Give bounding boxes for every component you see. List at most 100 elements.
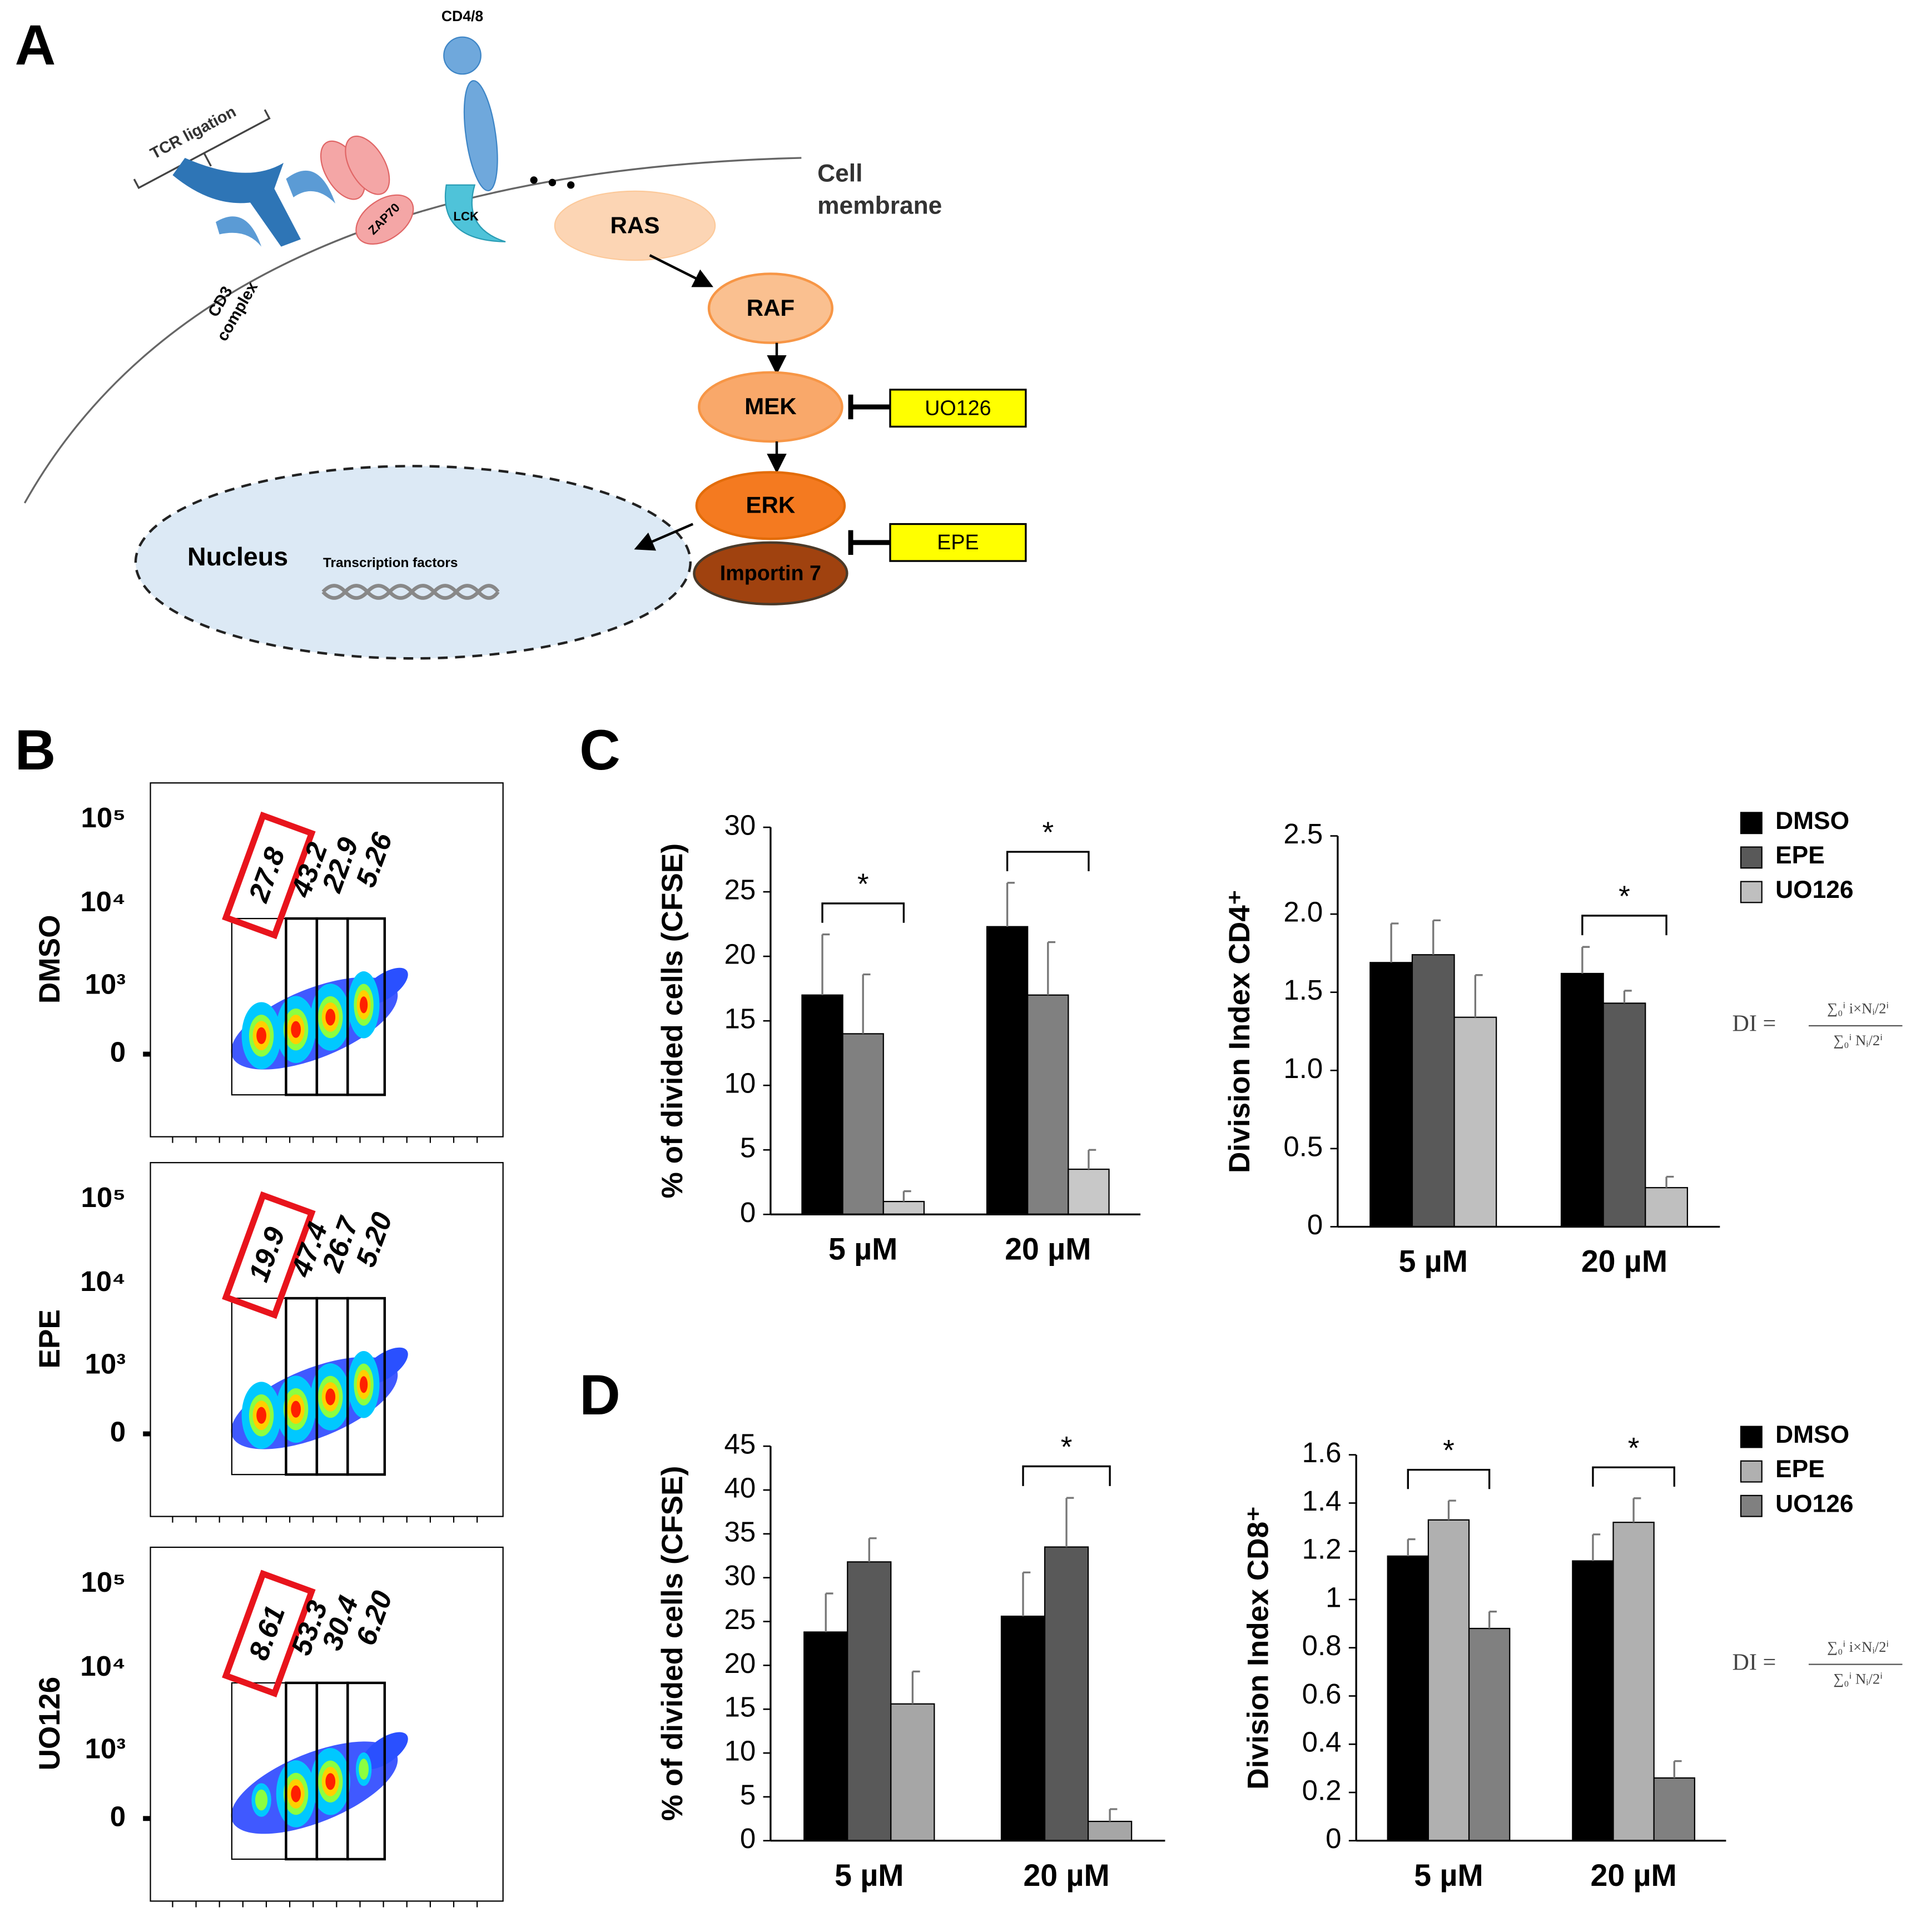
highlight-box <box>222 1570 316 1697</box>
cd3 <box>286 170 336 204</box>
error-bar <box>1447 1499 1456 1520</box>
gate <box>346 1681 386 1861</box>
bar <box>1387 1555 1429 1841</box>
zap70 <box>345 135 390 195</box>
y-tick-label: 0 <box>740 1822 756 1854</box>
y-axis-label: % of divided cells (CFSE) <box>656 1466 689 1821</box>
y-tick-label: 2.5 <box>1283 818 1323 850</box>
significance-label: * <box>1061 1431 1073 1463</box>
y-tick-label: 10 <box>724 1067 756 1099</box>
panel-label: A <box>15 13 56 77</box>
significance-bracket <box>1592 1466 1675 1487</box>
legend-label: UO126 <box>1775 876 1853 903</box>
bar <box>986 926 1029 1215</box>
x-tick-label: 5 µM <box>1399 1244 1468 1279</box>
cd48 <box>443 36 482 75</box>
label: MEK <box>744 393 797 419</box>
y-tick-label: 10⁴ <box>80 1265 126 1297</box>
density <box>291 1785 301 1802</box>
membrane <box>23 157 802 504</box>
error-bar <box>911 1670 920 1704</box>
y-tick-label: 1.6 <box>1302 1437 1342 1468</box>
label: membrane <box>817 192 942 219</box>
y-tick-label: 30 <box>724 1559 756 1591</box>
legend-swatch <box>1740 1460 1763 1483</box>
y-tick-label: 10⁵ <box>81 1181 126 1213</box>
y-axis-label: % of divided cells (CFSE) <box>656 843 689 1199</box>
x-tick-label: 20 µM <box>1591 1858 1677 1893</box>
bar <box>1468 1627 1511 1841</box>
error-bar <box>1407 1538 1416 1556</box>
y-tick-label: 0 <box>740 1196 756 1228</box>
y-tick-label: 1 <box>1326 1581 1341 1613</box>
plot-frame <box>150 1162 504 1517</box>
row-label: UO126 <box>33 1677 66 1771</box>
row-label: DMSO <box>33 915 66 1004</box>
formula: ∑₀ⁱ i×Nᵢ/2ⁱ <box>1827 1638 1889 1655</box>
error-bar <box>862 973 871 1034</box>
density <box>359 1759 369 1780</box>
significance-bracket <box>1407 1468 1491 1489</box>
bar <box>1027 994 1069 1215</box>
bar <box>1427 1519 1470 1841</box>
y-tick-label: 1.5 <box>1283 974 1323 1006</box>
y-tick-label: 0.2 <box>1302 1774 1342 1806</box>
bar <box>1068 1168 1110 1215</box>
bar <box>1645 1187 1688 1228</box>
formula: ∑₀ⁱ Nᵢ/2ⁱ <box>1833 1671 1883 1687</box>
error-bar <box>1673 1760 1682 1778</box>
highlight-box <box>222 811 316 940</box>
x-tick-label: 20 µM <box>1005 1231 1091 1266</box>
error-bar <box>1047 941 1056 995</box>
bar <box>1369 962 1413 1228</box>
significance-label: * <box>1443 1434 1455 1467</box>
density <box>291 1400 301 1418</box>
label: UO126 <box>925 396 991 419</box>
y-tick-label: 30 <box>724 809 756 841</box>
label: CD4/8 <box>441 8 483 24</box>
error-bar <box>1109 1808 1118 1822</box>
density <box>360 1376 368 1393</box>
x-tick-label: 5 µM <box>835 1858 904 1893</box>
legend-swatch <box>1740 881 1763 903</box>
arrow <box>649 254 713 287</box>
y-tick-label: 35 <box>724 1516 756 1547</box>
density <box>255 1789 268 1811</box>
formula: ∑₀ⁱ Nᵢ/2ⁱ <box>1833 1032 1883 1049</box>
lck <box>444 184 506 242</box>
label: Cell <box>817 160 862 187</box>
label: LCK <box>453 209 479 223</box>
significance-label: * <box>1042 816 1054 849</box>
dots <box>530 176 538 184</box>
legend-label: DMSO <box>1775 807 1849 835</box>
density <box>256 1407 266 1424</box>
label: RAS <box>610 212 659 238</box>
density <box>291 1021 301 1038</box>
zap70 <box>355 194 414 245</box>
y-tick-label: 0.5 <box>1283 1130 1323 1162</box>
x-tick-label: 5 µM <box>1414 1858 1483 1893</box>
x-tick-label: 20 µM <box>1581 1244 1667 1279</box>
error-bar <box>902 1190 911 1202</box>
y-tick-label: 0 <box>1307 1209 1323 1240</box>
y-tick-label: 10 <box>724 1735 756 1767</box>
y-tick-label: 2.0 <box>1283 896 1323 928</box>
tcr <box>172 157 284 203</box>
y-tick-label: 15 <box>724 1003 756 1035</box>
y-tick-label: 25 <box>724 874 756 906</box>
importin <box>693 541 848 605</box>
density <box>256 1027 266 1044</box>
legend-label: EPE <box>1775 842 1825 869</box>
significance-bracket <box>1581 915 1667 936</box>
inhibitor-box <box>889 389 1027 428</box>
y-axis-label: Division Index CD8⁺ <box>1242 1506 1274 1790</box>
y-tick-label: 25 <box>724 1603 756 1635</box>
error-bar <box>1623 990 1632 1004</box>
formula: DI = <box>1732 1649 1776 1675</box>
label: Importin 7 <box>720 561 821 584</box>
bar <box>890 1703 935 1841</box>
y-tick-label: 15 <box>724 1691 756 1723</box>
y-axis-label: Division Index CD4⁺ <box>1223 890 1256 1173</box>
y-tick-label: 10⁴ <box>80 1650 126 1682</box>
